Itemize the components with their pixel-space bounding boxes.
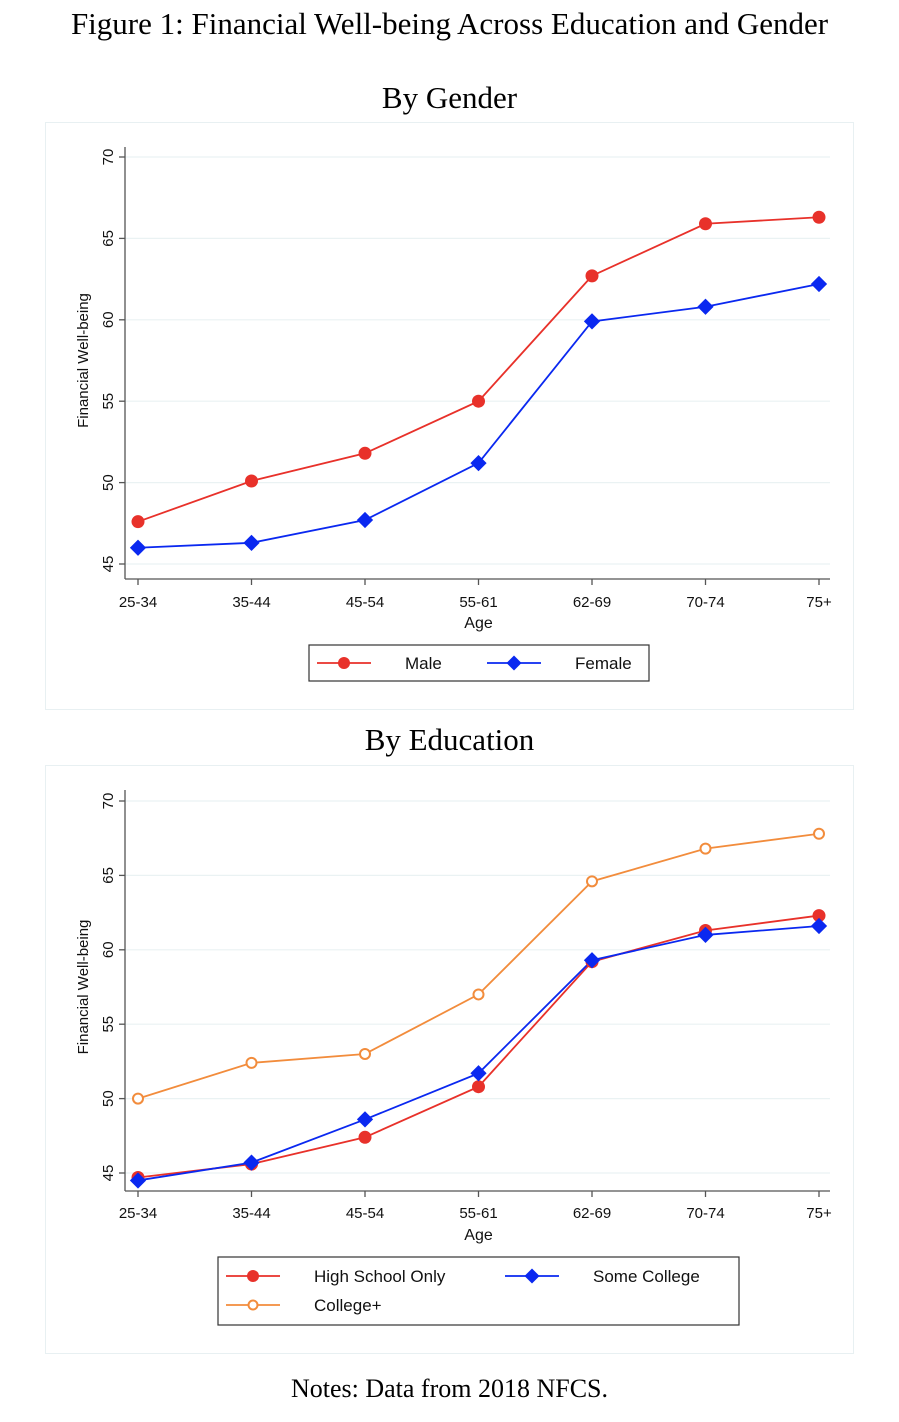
data-point-college xyxy=(472,988,485,1001)
series-line-male xyxy=(137,216,820,523)
y-tick-label: 65 xyxy=(100,867,117,884)
x-tick-label: 35-44 xyxy=(232,1205,270,1222)
chart-education: 45 50 55 60 65 70 Financial Well-being 25-34 35-… xyxy=(75,790,832,1326)
chart-title-gender: By Gender xyxy=(381,80,518,115)
data-point-college xyxy=(132,1092,144,1105)
chart-panel-education: 45 50 55 60 65 70 Financial Well-being 25-34 35-… xyxy=(45,765,854,1354)
y-tick-label: 60 xyxy=(100,311,117,328)
legend-label-some-college: Some College xyxy=(593,1267,700,1286)
y-tick-label: 70 xyxy=(100,149,117,166)
data-point-female xyxy=(129,539,147,556)
data-point-college xyxy=(245,1056,258,1069)
figure-title: Figure 1: Financial Well-being Across Ed… xyxy=(70,6,829,41)
chart-gender: 45 50 55 60 65 70 Financial Well-being 25-34 35-… xyxy=(75,147,832,682)
legend-label-female: Female xyxy=(575,654,632,673)
legend-marker-female xyxy=(506,655,522,671)
y-tick-label: 45 xyxy=(100,1165,117,1182)
x-tick-label: 45-54 xyxy=(346,1205,384,1222)
legend-box xyxy=(217,1256,740,1326)
data-point-female xyxy=(243,534,260,551)
y-tick-label: 55 xyxy=(100,393,117,410)
data-point-some-college xyxy=(356,1111,374,1128)
y-axis-label: Financial Well-being xyxy=(75,293,92,428)
data-point-male xyxy=(472,394,485,408)
series-line-high-school-only xyxy=(137,914,820,1179)
figure-notes: Notes: Data from 2018 NFCS. xyxy=(290,1374,609,1403)
data-point-male xyxy=(699,217,712,231)
legend-label-high-school-only: High School Only xyxy=(314,1267,446,1286)
y-tick-label: 65 xyxy=(100,230,117,247)
legend-label-college: College+ xyxy=(314,1296,382,1315)
x-tick-label: 45-54 xyxy=(346,594,384,611)
data-point-male xyxy=(358,446,372,460)
data-point-some-college xyxy=(243,1154,260,1171)
x-tick-label: 75+ xyxy=(806,594,832,611)
x-tick-label: 25-34 xyxy=(119,594,157,611)
x-tick-label: 75+ xyxy=(806,1205,832,1222)
y-tick-label: 45 xyxy=(100,556,117,573)
x-tick-label: 25-34 xyxy=(119,1205,157,1222)
x-axis-label: Age xyxy=(464,615,493,632)
data-point-college xyxy=(699,842,712,855)
x-tick-label: 62-69 xyxy=(573,1205,611,1222)
series-line-some-college xyxy=(137,925,820,1182)
data-point-male xyxy=(245,474,258,488)
data-point-female xyxy=(697,298,714,315)
data-point-some-college xyxy=(129,1172,147,1189)
data-point-college xyxy=(359,1047,371,1060)
chart-panel-gender: 45 50 55 60 65 70 Financial Well-being 25-34 35-… xyxy=(45,122,854,710)
x-tick-label: 35-44 xyxy=(232,594,270,611)
data-point-some-college xyxy=(470,1065,487,1082)
data-point-high-school-only xyxy=(812,909,826,923)
legend-marker-college xyxy=(247,1299,259,1311)
chart-title-education: By Education xyxy=(364,722,535,757)
x-axis-label: Age xyxy=(464,1227,493,1244)
data-point-female xyxy=(810,275,828,293)
x-tick-label: 62-69 xyxy=(573,594,611,611)
data-point-high-school-only xyxy=(472,1080,485,1094)
legend-marker-high-school-only xyxy=(247,1270,259,1282)
series-line-college xyxy=(137,832,820,1100)
y-tick-label: 50 xyxy=(100,1090,117,1107)
data-point-some-college xyxy=(583,952,601,969)
x-tick-label: 70-74 xyxy=(686,594,724,611)
x-tick-label: 55-61 xyxy=(459,594,497,611)
data-point-male xyxy=(585,269,599,283)
x-tick-label: 70-74 xyxy=(686,1205,724,1222)
x-tick-label: 55-61 xyxy=(459,1205,497,1222)
data-point-male xyxy=(131,515,145,529)
data-point-high-school-only xyxy=(358,1130,372,1144)
y-tick-label: 70 xyxy=(100,793,117,810)
y-tick-label: 55 xyxy=(100,1016,117,1033)
y-axis-label: Financial Well-being xyxy=(75,920,92,1055)
y-tick-label: 60 xyxy=(100,941,117,958)
y-tick-label: 50 xyxy=(100,474,117,491)
data-point-college xyxy=(586,875,598,888)
data-point-female xyxy=(356,511,374,529)
legend-marker-some-college xyxy=(524,1268,540,1284)
data-point-female xyxy=(470,454,487,472)
legend-label-male: Male xyxy=(405,654,442,673)
legend-marker-male xyxy=(338,657,350,669)
data-point-college xyxy=(813,827,825,840)
series-line-female xyxy=(137,283,820,549)
data-point-some-college xyxy=(697,926,714,944)
data-point-male xyxy=(812,210,826,224)
data-point-female xyxy=(583,313,601,330)
data-point-some-college xyxy=(810,917,828,935)
